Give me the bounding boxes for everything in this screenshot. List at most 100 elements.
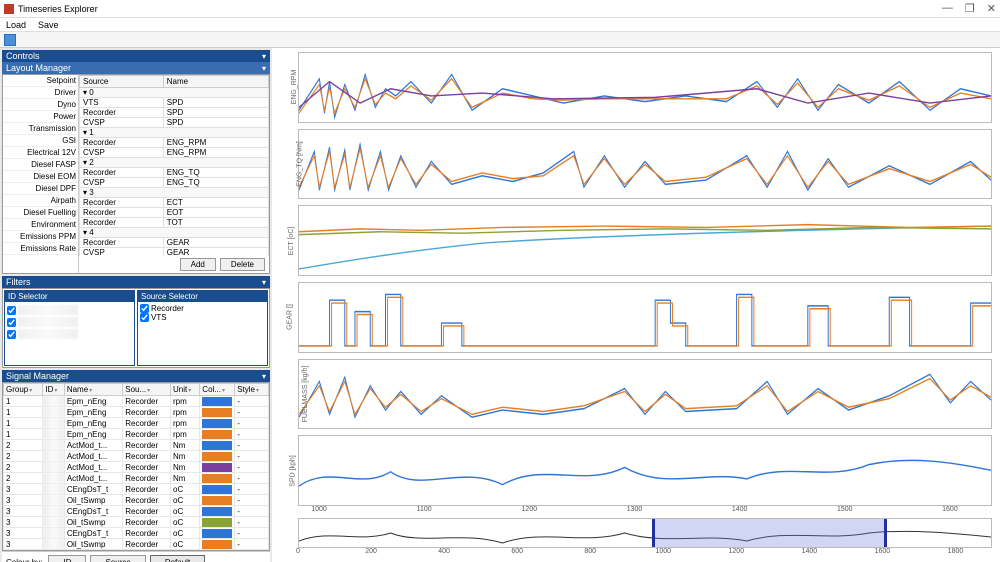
menu-load[interactable]: Load [6,20,26,30]
layout-col-header[interactable]: Name [163,76,268,88]
filters-header[interactable]: Filters ▾ [2,276,270,288]
layout-row[interactable]: RecorderENG_RPM [80,138,269,148]
collapse-icon: ▾ [262,52,266,61]
signal-col-header[interactable]: Name▾ [64,384,122,396]
signal-col-header[interactable]: Style▾ [235,384,269,396]
layout-category[interactable]: Diesel Fuelling [3,207,78,219]
signal-manager-panel: Signal Manager ▾ Group▾ID▾Name▾Sou...▾Un… [2,370,270,562]
add-button[interactable]: Add [180,258,216,271]
layout-category[interactable]: Setpoint [3,75,78,87]
overview-chart[interactable] [298,518,992,548]
layout-group[interactable]: ▾ 3 [80,188,269,198]
signal-row[interactable]: 3xxOil_tSwmpRecorderoC- [4,495,269,506]
layout-category[interactable]: GSI [3,135,78,147]
signal-row[interactable]: 1xxEpm_nEngRecorderrpm- [4,418,269,429]
overview-window[interactable] [652,519,887,547]
layout-row[interactable]: RecorderGEAR [80,238,269,248]
signal-row[interactable]: 3xxOil_tSwmpRecorderoC- [4,517,269,528]
signal-row[interactable]: 2xxActMod_t...RecorderNm- [4,440,269,451]
id-filter-item[interactable] [7,328,132,340]
close-button[interactable]: ✕ [987,2,996,15]
chart-panel[interactable]: ECT [oC] [298,205,992,276]
layout-category[interactable]: Emissions Rate [3,243,78,255]
source-filter-item[interactable]: Recorder [140,304,265,313]
layout-group[interactable]: ▾ 2 [80,158,269,168]
layout-group[interactable]: ▾ 0 [80,88,269,98]
layout-row[interactable]: RecorderEOT [80,208,269,218]
signal-row[interactable]: 2xxActMod_t...RecorderNm- [4,462,269,473]
layout-category[interactable]: Power [3,111,78,123]
colour-by-button[interactable]: ID [48,555,86,562]
layout-row[interactable]: RecorderECT [80,198,269,208]
layout-category[interactable]: Dyno [3,99,78,111]
delete-button[interactable]: Delete [220,258,265,271]
toolbar [0,32,1000,48]
id-checkbox[interactable] [7,330,16,339]
layout-category[interactable]: Electrical 12V [3,147,78,159]
signal-row[interactable]: 3xxCEngDsT_tRecorderoC- [4,528,269,539]
maximize-button[interactable]: ❐ [965,2,975,15]
id-filter-item[interactable] [7,304,132,316]
layout-mgr-header[interactable]: Layout Manager ▾ [2,62,270,74]
layout-group[interactable]: ▾ 1 [80,128,269,138]
signal-row[interactable]: 3xxCEngDsT_tRecorderoC- [4,506,269,517]
signal-col-header[interactable]: Unit▾ [171,384,200,396]
chart-panel[interactable]: FUELMASS [kg/h] [298,359,992,430]
signal-col-header[interactable]: Sou...▾ [123,384,171,396]
menu-save[interactable]: Save [38,20,59,30]
layout-category[interactable]: Driver [3,87,78,99]
layout-row[interactable]: CVSPENG_RPM [80,148,269,158]
controls-header[interactable]: Controls ▾ [2,50,270,62]
tool-icon[interactable] [4,34,16,46]
signal-row[interactable]: 2xxActMod_t...RecorderNm- [4,473,269,484]
signal-col-header[interactable]: Col...▾ [200,384,235,396]
source-filter-item[interactable]: VTS [140,313,265,322]
layout-row[interactable]: RecorderSPD [80,108,269,118]
layout-group[interactable]: ▾ 4 [80,228,269,238]
layout-category[interactable]: Emissions PPM [3,231,78,243]
layout-row[interactable]: CVSPGEAR [80,248,269,257]
signal-row[interactable]: 1xxEpm_nEngRecorderrpm- [4,396,269,407]
source-selector: Source Selector RecorderVTS [137,290,268,366]
layout-row[interactable]: RecorderTOT [80,218,269,228]
id-selector: ID Selector [4,290,135,366]
x-tick: 1300 [627,506,643,513]
signal-row[interactable]: 3xxCEngDsT_tRecorderoC- [4,484,269,495]
app-icon [4,4,14,14]
layout-col-header[interactable]: Source [80,76,164,88]
minimize-button[interactable]: — [942,2,953,15]
colour-by-button[interactable]: Default [150,555,205,562]
chart-panel[interactable]: ENG_RPM [298,52,992,123]
layout-row[interactable]: CVSPENG_TQ [80,178,269,188]
layout-row[interactable]: RecorderENG_TQ [80,168,269,178]
overview-tick: 1000 [655,548,671,555]
chart-panel[interactable]: GEAR [] [298,282,992,353]
signal-table[interactable]: Group▾ID▾Name▾Sou...▾Unit▾Col...▾Style▾1… [2,382,270,551]
signal-row[interactable]: 3xxOil_tSwmpRecorderoC- [4,539,269,550]
y-axis-label: ENG_RPM [291,70,298,105]
layout-category[interactable]: Transmission [3,123,78,135]
signal-mgr-header[interactable]: Signal Manager ▾ [2,370,270,382]
id-checkbox[interactable] [7,306,16,315]
colour-by-button[interactable]: Source [90,555,145,562]
id-filter-item[interactable] [7,316,132,328]
layout-category[interactable]: Diesel DPF [3,183,78,195]
layout-category[interactable]: Diesel FASP [3,159,78,171]
id-checkbox[interactable] [7,318,16,327]
x-tick: 1500 [837,506,853,513]
layout-category[interactable]: Diesel EOM [3,171,78,183]
signal-col-header[interactable]: ID▾ [43,384,64,396]
signal-row[interactable]: 1xxEpm_nEngRecorderrpm- [4,429,269,440]
source-checkbox[interactable] [140,304,149,313]
layout-table[interactable]: SourceName▾ 0VTSSPDRecorderSPDCVSPSPD▾ 1… [79,75,269,256]
layout-row[interactable]: CVSPSPD [80,118,269,128]
chart-panel[interactable]: ENG_TQ [Nm] [298,129,992,200]
layout-category[interactable]: Environment [3,219,78,231]
signal-row[interactable]: 1xxEpm_nEngRecorderrpm- [4,407,269,418]
layout-row[interactable]: VTSSPD [80,98,269,108]
layout-category[interactable]: Airpath [3,195,78,207]
chart-panel[interactable]: SPD [kph] [298,435,992,506]
source-checkbox[interactable] [140,313,149,322]
signal-col-header[interactable]: Group▾ [4,384,43,396]
signal-row[interactable]: 2xxActMod_t...RecorderNm- [4,451,269,462]
